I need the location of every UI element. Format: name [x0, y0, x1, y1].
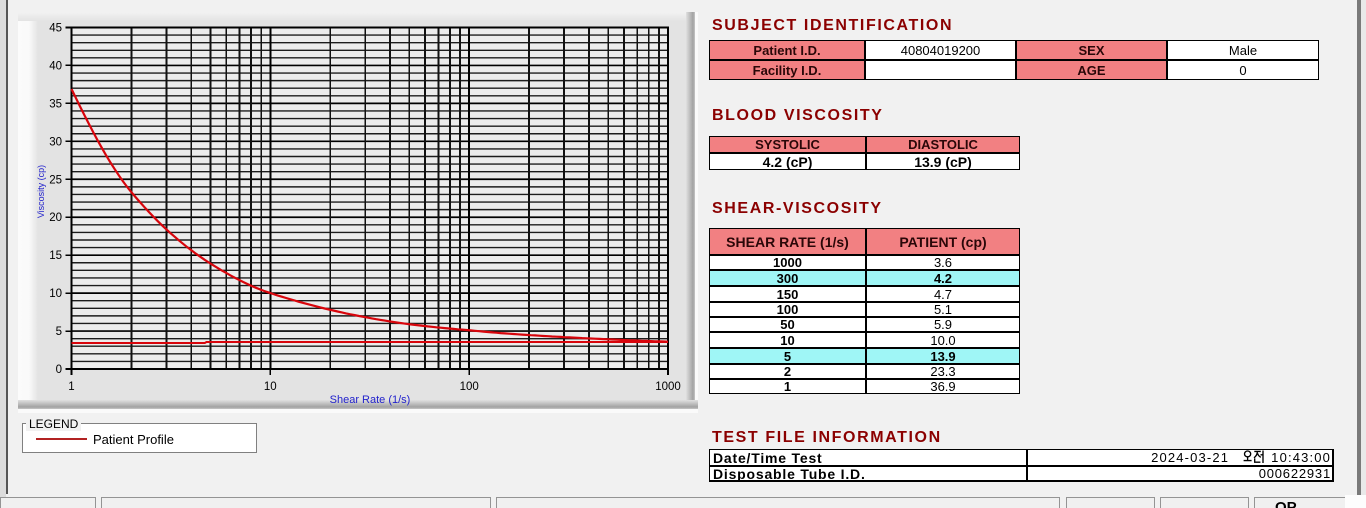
- svg-text:100: 100: [460, 381, 479, 393]
- svg-text:1000: 1000: [655, 381, 681, 393]
- svg-text:5: 5: [56, 326, 62, 338]
- svg-text:10: 10: [49, 288, 62, 300]
- svg-text:15: 15: [49, 250, 62, 262]
- svg-text:Viscosity (cp): Viscosity (cp): [36, 165, 46, 218]
- svg-text:25: 25: [49, 174, 62, 186]
- svg-text:0: 0: [56, 364, 62, 376]
- svg-text:35: 35: [49, 98, 62, 110]
- svg-text:30: 30: [49, 136, 62, 148]
- svg-text:10: 10: [264, 381, 277, 393]
- svg-text:40: 40: [49, 60, 62, 72]
- svg-text:Shear Rate (1/s): Shear Rate (1/s): [330, 394, 411, 406]
- svg-text:1: 1: [68, 381, 74, 393]
- svg-text:20: 20: [49, 212, 62, 224]
- svg-text:45: 45: [49, 23, 62, 35]
